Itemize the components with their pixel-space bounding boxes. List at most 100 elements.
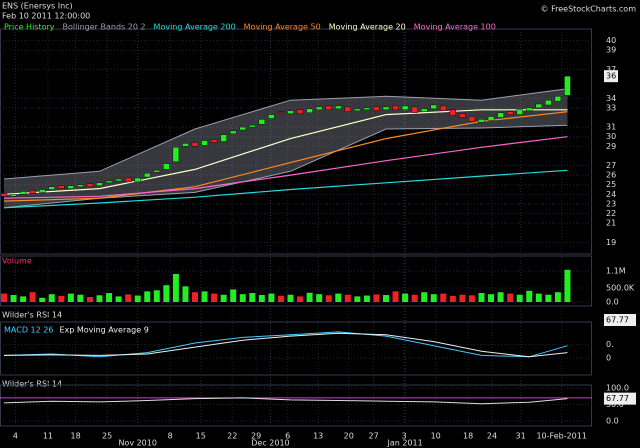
volume-bar	[201, 291, 208, 302]
x-tick-label: 31	[516, 432, 526, 441]
candle	[526, 107, 533, 111]
volume-bar	[354, 296, 361, 302]
candle	[229, 130, 237, 135]
y-tick-label: 40	[606, 36, 616, 45]
volume-bar	[1, 293, 7, 302]
credit: © FreeStockCharts.com	[541, 5, 637, 14]
volume-bar	[249, 293, 256, 302]
candle	[0, 193, 8, 197]
volume-bar	[411, 294, 418, 302]
candle	[440, 105, 447, 111]
bollinger-upper	[3, 88, 568, 180]
candle	[497, 112, 504, 118]
volume-bar	[507, 293, 514, 302]
candle	[401, 105, 409, 110]
volume-bar	[239, 294, 246, 302]
bollinger-band	[4, 88, 568, 208]
y-tick-label: 33	[606, 103, 616, 112]
volume-bar	[211, 293, 218, 302]
y-tick-label: 31	[606, 123, 616, 132]
candle	[363, 107, 371, 110]
candle	[373, 106, 380, 111]
x-tick-label: 13	[313, 432, 323, 441]
candle	[134, 177, 141, 183]
month-label: Dec 2010	[251, 439, 289, 448]
candle	[421, 108, 428, 112]
candle	[335, 105, 342, 110]
volume-bar	[402, 293, 409, 302]
candle	[124, 177, 132, 183]
y-tick-label: 0.0	[606, 417, 619, 426]
legend-label: Moving Average 100	[414, 23, 496, 32]
candle	[39, 189, 46, 193]
candle	[382, 106, 390, 110]
volume-bar	[77, 294, 84, 302]
volume-bar	[268, 293, 275, 302]
moving-average	[3, 109, 568, 195]
candle	[153, 170, 161, 173]
x-tick-label: 20	[344, 432, 354, 441]
volume-bar	[106, 293, 113, 302]
candle	[535, 103, 542, 109]
volume-bar	[96, 295, 103, 302]
candle	[191, 142, 199, 147]
volume-bar	[497, 292, 504, 302]
candle	[277, 111, 285, 113]
y-tick-label: 0.	[606, 340, 614, 349]
volume-bar	[58, 295, 65, 302]
candle	[392, 105, 399, 110]
volume-bar	[488, 294, 495, 302]
legend-label: Bollinger Bands 20 2	[63, 23, 146, 32]
volume-bar	[10, 295, 17, 302]
y-tick-label: 34	[606, 94, 616, 103]
legend-label: MACD 12 26	[4, 326, 53, 335]
macd-line	[3, 331, 568, 358]
x-tick-label: 29	[251, 432, 261, 441]
volume-bar	[535, 293, 542, 302]
volume-bar	[20, 296, 27, 302]
candle	[459, 113, 466, 118]
volume-bar	[468, 295, 475, 302]
y-tick-label: 30	[606, 132, 616, 141]
y-tick-label: 0	[606, 354, 611, 363]
x-tick-label: 22	[227, 432, 237, 441]
candle	[29, 190, 36, 194]
value-label: 67.77	[606, 394, 629, 403]
volume-bar	[67, 293, 74, 302]
volume-bar	[287, 294, 294, 302]
macd-line	[3, 332, 568, 358]
volume-bar	[526, 290, 533, 302]
volume-bar	[230, 289, 237, 302]
volume-bar	[392, 291, 399, 302]
volume-bar	[277, 295, 284, 302]
y-tick-label: 24	[606, 190, 616, 199]
volume-bar	[459, 294, 466, 302]
candle	[239, 126, 246, 131]
candle	[105, 180, 113, 184]
volume-bar	[115, 296, 122, 302]
x-tick-label: 10	[431, 432, 441, 441]
y-tick-label: 22	[606, 209, 616, 218]
volume-bar	[29, 292, 36, 302]
volume-bar	[163, 285, 170, 302]
moving-average	[3, 136, 568, 199]
y-tick-label: 21	[606, 219, 616, 228]
volume-bar	[48, 294, 55, 302]
volume-bar	[383, 295, 389, 302]
candle	[449, 109, 457, 116]
volume-bar	[86, 296, 93, 302]
legend-label: Moving Average 50	[244, 23, 321, 32]
panel-frame	[0, 255, 592, 307]
x-tick-label: 10-Feb-2011	[536, 432, 586, 441]
volume-bar	[306, 292, 313, 302]
value-box	[604, 314, 636, 326]
candle	[249, 124, 256, 128]
price-label: 36	[606, 72, 616, 81]
candle	[86, 183, 94, 187]
candle	[163, 163, 170, 170]
y-tick-label: 25	[606, 180, 616, 189]
y-tick-label: 27	[606, 161, 616, 170]
month-label: Jan 2011	[386, 439, 422, 448]
volume-bar	[440, 293, 447, 302]
